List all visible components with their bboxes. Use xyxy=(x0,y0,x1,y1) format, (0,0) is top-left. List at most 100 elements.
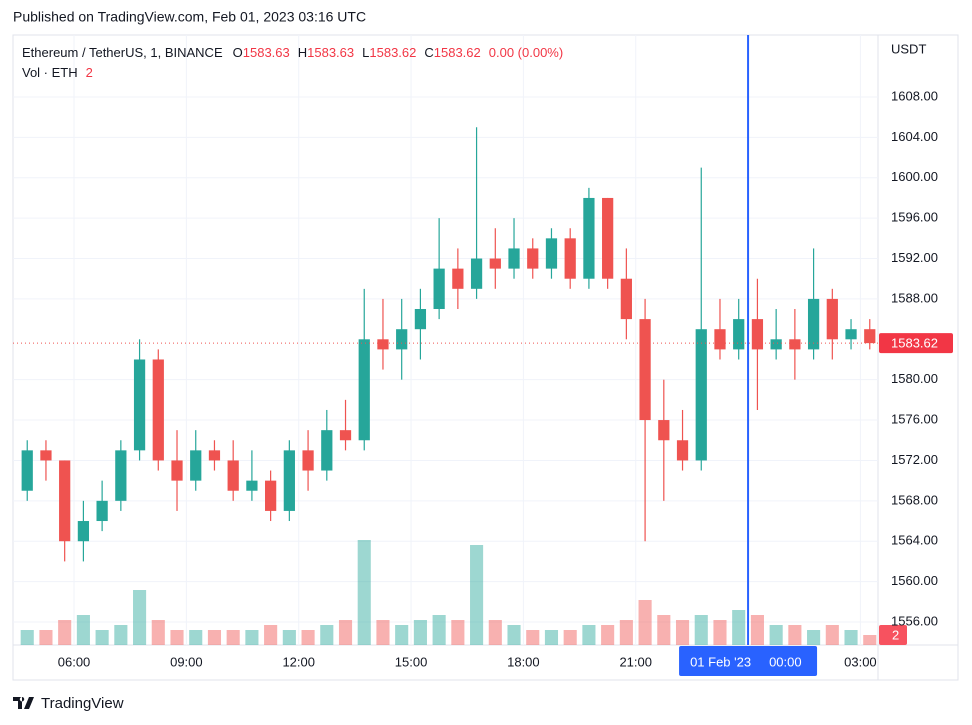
volume-bar xyxy=(320,625,334,645)
volume-bar xyxy=(563,630,577,645)
candle-body xyxy=(508,248,520,269)
volume-bar xyxy=(844,630,858,645)
volume-bar xyxy=(338,620,353,645)
grid xyxy=(13,35,878,645)
y-tick-label: 1556.00 xyxy=(891,613,938,628)
y-tick-label: 1604.00 xyxy=(891,129,938,144)
volume-bar xyxy=(245,630,259,645)
volume-bar xyxy=(582,625,596,645)
volume-bar xyxy=(432,615,446,645)
y-tick-label: 1580.00 xyxy=(891,371,938,386)
candle-body xyxy=(283,450,295,511)
volume-bar xyxy=(282,630,296,645)
candle-body xyxy=(133,359,146,451)
candle-body xyxy=(527,248,539,269)
x-tick-label: 12:00 xyxy=(282,654,315,669)
candle-body xyxy=(171,460,183,481)
volume-bar xyxy=(413,620,427,645)
candle-body xyxy=(864,329,876,344)
volume-bar xyxy=(20,630,34,645)
volume-bar xyxy=(207,630,222,645)
legend-change: 0.00 (0.00%) xyxy=(489,45,563,60)
candle-body xyxy=(433,268,445,310)
y-tick-label: 1592.00 xyxy=(891,250,938,265)
candle-body xyxy=(190,450,202,481)
candle-body xyxy=(59,460,71,542)
volume-bar xyxy=(95,630,109,645)
volume-bar xyxy=(58,620,72,645)
volume-bar xyxy=(713,620,727,645)
candle-body xyxy=(789,339,801,350)
volume-bar xyxy=(769,625,783,645)
volume-bar xyxy=(133,590,147,645)
legend-value: 1583.63 xyxy=(307,45,354,60)
volume-bar xyxy=(825,625,839,645)
last-price-label: 1583.62 xyxy=(891,336,938,351)
volume-bar xyxy=(601,625,615,645)
y-tick-label: 1608.00 xyxy=(891,88,938,103)
volume-label: Vol · ETH xyxy=(22,65,78,80)
candle-body xyxy=(339,430,352,441)
logo-icon xyxy=(13,697,34,709)
candle-body xyxy=(639,319,651,421)
volume-bar xyxy=(170,630,184,645)
x-tick-label: 21:00 xyxy=(619,654,652,669)
candle-body xyxy=(845,329,857,340)
x-tick-label: 06:00 xyxy=(58,654,91,669)
candle-body xyxy=(208,450,221,461)
logo: TradingView xyxy=(13,695,124,712)
volume-bar xyxy=(657,615,671,645)
y-tick-label: 1576.00 xyxy=(891,411,938,426)
volume-bar xyxy=(544,630,559,645)
legend-value: 1583.62 xyxy=(369,45,416,60)
legend-key: O xyxy=(233,45,243,60)
candle-body xyxy=(770,339,782,350)
y-tick-label: 1596.00 xyxy=(891,210,938,225)
volume-bar xyxy=(114,625,128,645)
candle-body xyxy=(302,450,314,471)
volume-bar xyxy=(694,615,708,645)
y-tick-label: 1568.00 xyxy=(891,492,938,507)
volume-value-label: 2 xyxy=(892,627,899,642)
candle-body xyxy=(658,420,670,441)
crosshair-date: 01 Feb '23 xyxy=(690,654,751,669)
candle-body xyxy=(714,329,726,350)
candle-body xyxy=(40,450,52,461)
legend-key: H xyxy=(298,45,307,60)
candle-body xyxy=(96,500,108,522)
volume-bar xyxy=(470,545,484,645)
x-tick-label: 18:00 xyxy=(507,654,540,669)
volume-bar xyxy=(526,630,540,645)
candle-body xyxy=(452,268,464,289)
legend-value: 1583.63 xyxy=(243,45,290,60)
candle-body xyxy=(545,238,558,269)
candle-body xyxy=(620,278,632,320)
candle-body xyxy=(602,197,614,279)
candle-body xyxy=(265,480,277,511)
volume-bar xyxy=(863,635,877,645)
candle-body xyxy=(826,298,838,340)
candle-layer xyxy=(21,127,876,562)
volume-bar xyxy=(638,600,652,645)
volume-bar xyxy=(264,625,278,645)
volume-layer xyxy=(20,540,877,645)
volume-bar xyxy=(376,620,390,645)
chart-frame xyxy=(12,34,959,681)
volume-bar xyxy=(76,615,90,645)
legend-value: 1583.62 xyxy=(434,45,481,60)
volume-bar xyxy=(788,625,802,645)
candle-body xyxy=(676,440,689,461)
volume-bar xyxy=(675,620,690,645)
volume-bar xyxy=(39,630,53,645)
candle-body xyxy=(396,329,408,350)
candle-body xyxy=(583,197,595,279)
candle-body xyxy=(377,339,389,350)
crosshair-time: 00:00 xyxy=(769,654,802,669)
candle-body xyxy=(489,258,501,269)
candle-body xyxy=(564,238,576,279)
x-tick-label: 09:00 xyxy=(170,654,203,669)
candle-body xyxy=(115,450,127,501)
volume-bar xyxy=(189,630,203,645)
volume-bar xyxy=(451,620,465,645)
